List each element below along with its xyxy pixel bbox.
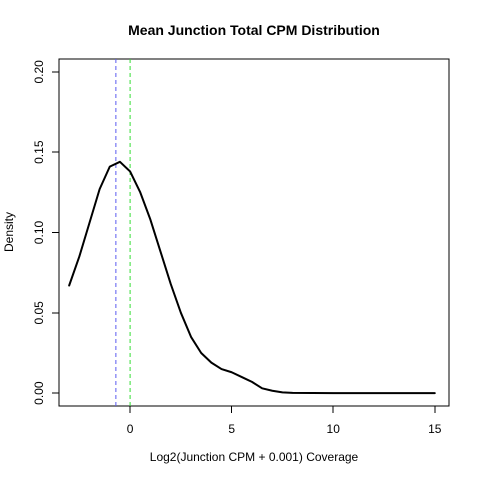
y-tick-label: 0.20 — [32, 60, 46, 84]
y-tick-label: 0.15 — [32, 140, 46, 164]
x-tick-label: 10 — [327, 422, 341, 436]
series-layer — [68, 160, 436, 395]
x-tick-label: 0 — [127, 422, 134, 436]
reference-lines — [115, 59, 131, 406]
y-tick-label: 0.00 — [32, 381, 46, 405]
y-tick-label: 0.10 — [32, 220, 46, 244]
density-curve — [68, 160, 436, 395]
x-axis: 0 5 10 15 — [127, 405, 442, 436]
y-axis: 0.00 0.05 0.10 0.15 0.20 — [32, 60, 60, 405]
y-tick-label: 0.05 — [32, 301, 46, 325]
x-tick-label: 15 — [428, 422, 442, 436]
x-axis-label: Log2(Junction CPM + 0.001) Coverage — [150, 450, 359, 464]
x-tick-label: 5 — [228, 422, 235, 436]
plot-area-border — [58, 58, 450, 407]
chart-title: Mean Junction Total CPM Distribution — [128, 22, 380, 38]
y-axis-label: Density — [2, 212, 16, 252]
